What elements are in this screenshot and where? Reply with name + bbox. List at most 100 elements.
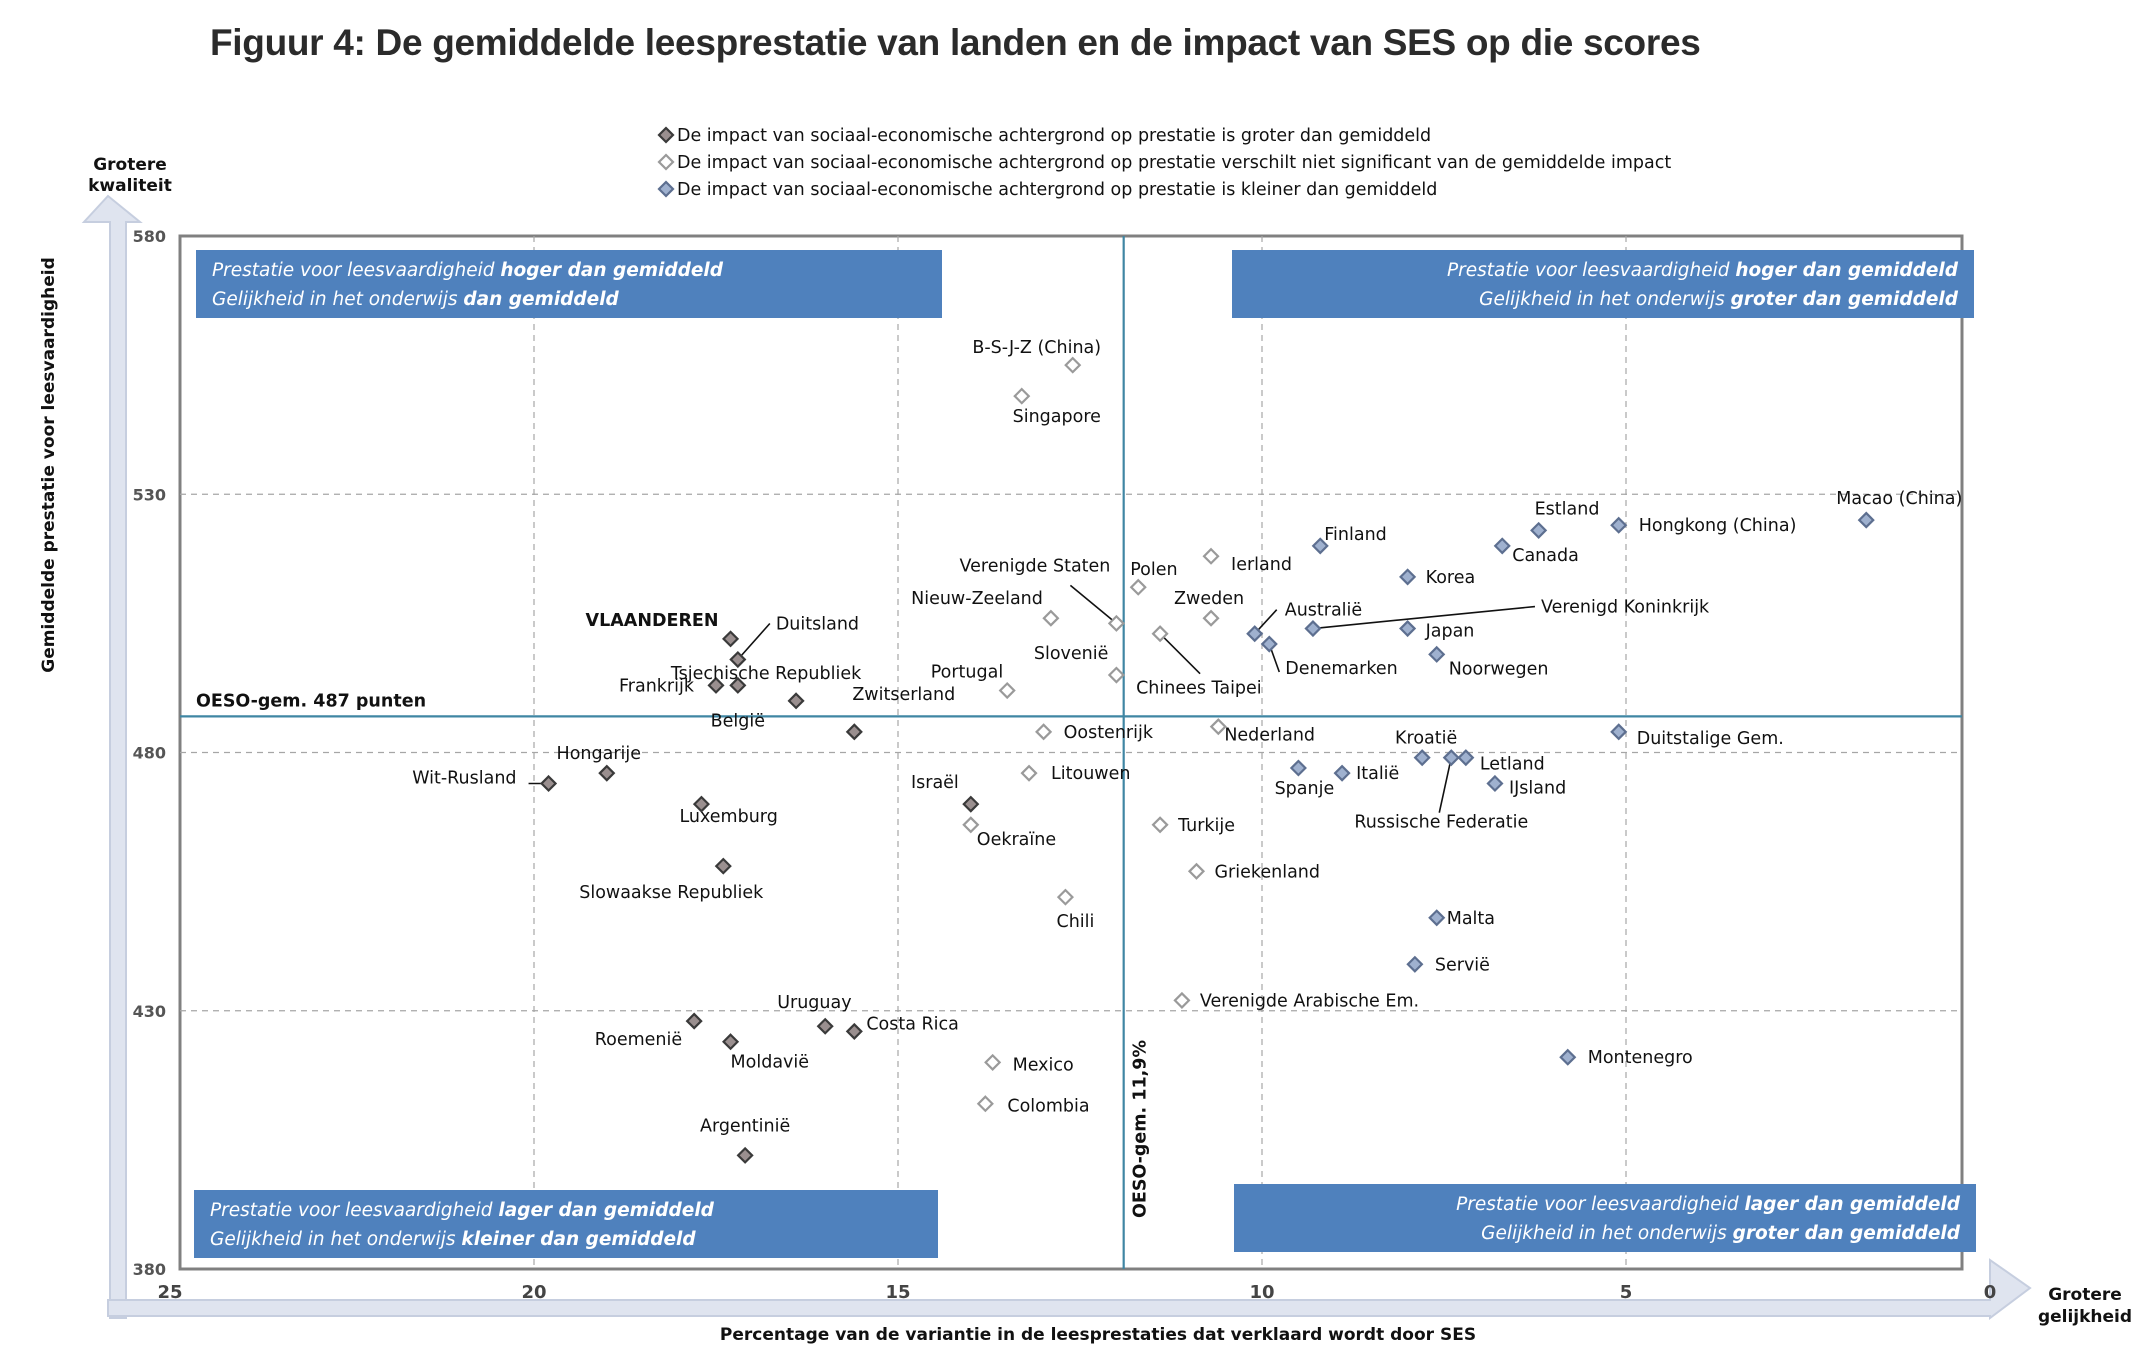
legend-marker-niet_significant (657, 153, 675, 171)
point-label-luxemburg: Luxemburg (679, 807, 777, 827)
leader-lines (528, 584, 1536, 813)
leader-line-russische-federatie (1438, 757, 1453, 813)
point-italie (1333, 764, 1351, 782)
point-ierland (1202, 547, 1220, 565)
x-corner-label-line1: Grotere (2048, 1285, 2122, 1305)
x-tick-label: 0 (1984, 1282, 1997, 1303)
y-axis-arrow (81, 194, 143, 1319)
point-label-argentinie: Argentinië (700, 1116, 790, 1136)
point-spanje (1289, 759, 1307, 777)
leader-line-verenigd-koninkrijk (1312, 605, 1536, 630)
point-vlaanderen (722, 630, 740, 648)
x-corner-label: Grotere gelijkheid (2038, 1285, 2132, 1327)
y-corner-label-line2: kwaliteit (88, 176, 172, 196)
quadrant-box-bottom-right (1234, 1184, 1976, 1252)
point-hongarije (598, 764, 616, 782)
x-tick-label: 10 (1249, 1282, 1274, 1303)
quadrant-text-regular: Gelijkheid in het onderwijs (1479, 289, 1730, 310)
point-label-zwitserland: Zwitserland (852, 685, 955, 705)
point-ijsland (1486, 774, 1504, 793)
x-tick-label: 15 (885, 1282, 910, 1303)
point-colombia (976, 1095, 994, 1113)
point-label-frankrijk: Frankrijk (619, 676, 695, 696)
point-litouwen (1020, 764, 1038, 782)
quadrant-text-bold: hoger dan gemiddeld (500, 260, 723, 281)
point-argentinie (736, 1146, 754, 1164)
point-label-montenegro: Montenegro (1588, 1048, 1693, 1068)
point-label-moldavie: Moldavië (731, 1053, 810, 1073)
point-label-russische-federatie: Russische Federatie (1354, 813, 1528, 833)
point-label-finland: Finland (1324, 525, 1387, 545)
point-label-canada: Canada (1512, 546, 1579, 566)
point-label-litouwen: Litouwen (1051, 764, 1130, 784)
data-points: B-S-J-Z (China) Singapore Macao (China) Hon… (412, 338, 1962, 1164)
point-label-ierland: Ierland (1231, 555, 1292, 575)
point-canada (1493, 537, 1511, 555)
point-nederland (1209, 718, 1227, 736)
point-label-oostenrijk: Oostenrijk (1064, 723, 1154, 743)
point-belgie (729, 676, 747, 694)
chart-title: Figuur 4: De gemiddelde leesprestatie va… (210, 22, 1701, 63)
point-duitstalige-gem (1610, 723, 1628, 741)
y-corner-label: Grotere kwaliteit (88, 155, 172, 196)
point-polen (1129, 578, 1147, 596)
point-label-hongarije: Hongarije (557, 744, 641, 764)
point-label-korea: Korea (1426, 568, 1476, 588)
quadrant-text-bold: kleiner dan gemiddeld (461, 1229, 696, 1250)
point-letland (1457, 749, 1475, 767)
point-label-spanje: Spanje (1275, 779, 1335, 799)
quadrant-box-top-right (1232, 250, 1974, 318)
point-australie (1246, 625, 1264, 643)
quadrant-text-bold: hoger dan gemiddeld (1735, 260, 1958, 281)
point-label-roemenie: Roemenië (595, 1030, 682, 1050)
y-tick-label: 430 (133, 1002, 166, 1021)
point-oostenrijk (1035, 723, 1053, 741)
point-label-verenigde-staten: Verenigde Staten (960, 556, 1111, 576)
quadrant-text-top-left-line1: Prestatie voor leesvaardigheid hoger dan… (212, 260, 724, 281)
y-tick-label: 580 (133, 227, 166, 246)
point-label-tsjechische-republiek: Tsjechische Republiek (670, 664, 862, 684)
point-label-letland: Letland (1480, 755, 1545, 775)
point-label-chili: Chili (1056, 912, 1094, 932)
point-label-uruguay: Uruguay (777, 993, 851, 1013)
point-turkije (1151, 816, 1169, 834)
point-b-s-j-z-china (1064, 356, 1082, 374)
point-label-zweden: Zweden (1174, 589, 1244, 609)
point-verenigd-koninkrijk (1304, 619, 1322, 638)
point-chinees-taipei (1151, 625, 1169, 643)
point-label-italie: Italië (1356, 764, 1399, 784)
point-russische-federatie (1442, 749, 1460, 767)
point-estland (1530, 521, 1548, 539)
point-luxemburg (692, 795, 710, 813)
point-verenigde-staten (1107, 614, 1125, 632)
point-label-oekraine: Oekraïne (977, 830, 1056, 850)
quadrant-box-top-left (196, 250, 942, 318)
point-label-denemarken: Denemarken (1285, 659, 1397, 679)
point-macao-china (1857, 511, 1875, 529)
quadrant-text-bottom-left-line2: Gelijkheid in het onderwijs kleiner dan … (210, 1229, 696, 1250)
quadrant-boxes: Prestatie voor leesvaardigheid hoger dan… (194, 250, 1976, 1258)
oeso-horizontal-label: OESO-gem. 487 punten (196, 691, 426, 711)
point-label-b-s-j-z-china: B-S-J-Z (China) (972, 338, 1101, 358)
point-verenigde-arabische-em (1173, 991, 1191, 1009)
point-tsjechische-republiek (787, 692, 805, 710)
point-label-kroatie: Kroatië (1395, 729, 1457, 749)
quadrant-text-regular: Prestatie voor leesvaardigheid (1447, 260, 1735, 281)
legend-marker-groter (657, 126, 675, 144)
point-singapore (1013, 387, 1031, 405)
point-griekenland (1187, 862, 1206, 880)
point-malta (1428, 909, 1446, 927)
point-duitsland (729, 650, 747, 669)
point-costa-rica (845, 1022, 863, 1040)
legend-marker-kleiner (657, 180, 675, 198)
oeso-vertical-label: OESO-gem. 11,9% (1131, 1040, 1151, 1218)
y-ticks: 580 530 480 430 380 (133, 227, 166, 1279)
point-label-polen: Polen (1130, 560, 1177, 580)
legend: De impact van sociaal-economische achter… (657, 126, 1671, 200)
reference-lines: OESO-gem. 487 punten OESO-gem. 11,9% (180, 236, 1962, 1269)
leader-line-duitsland (737, 622, 771, 661)
point-noorwegen (1428, 645, 1446, 663)
point-label-griekenland: Griekenland (1214, 862, 1320, 882)
point-label-nederland: Nederland (1224, 726, 1315, 746)
